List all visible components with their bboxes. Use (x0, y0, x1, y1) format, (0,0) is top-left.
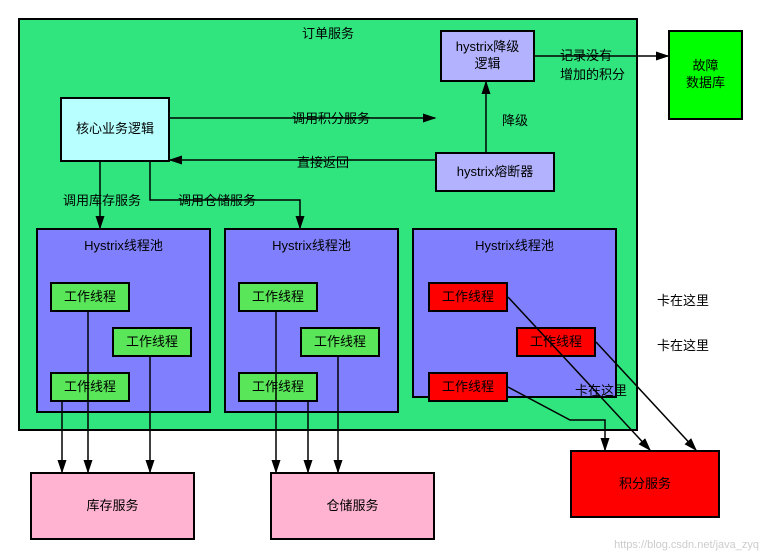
edge-label-stuck1: 卡在这里 (657, 290, 709, 309)
hystrixBreaker: hystrix熔断器 (435, 152, 555, 192)
p2t2-label: 工作线程 (314, 334, 366, 351)
hystrixBreaker-label: hystrix熔断器 (457, 164, 534, 181)
pool2-label: Hystrix线程池 (272, 238, 351, 255)
pointsSvc: 积分服务 (570, 450, 720, 518)
storageSvc-label: 仓储服务 (326, 498, 378, 515)
edge-label-fallback: 降级 (502, 110, 528, 129)
coreLogic-label: 核心业务逻辑 (76, 121, 154, 138)
p3t3-label: 工作线程 (442, 379, 494, 396)
edge-label-stuck3: 卡在这里 (575, 380, 627, 399)
container-title: 订单服务 (302, 26, 354, 43)
p3t2-label: 工作线程 (530, 334, 582, 351)
p2t2: 工作线程 (300, 327, 380, 357)
p3t3: 工作线程 (428, 372, 508, 402)
coreLogic: 核心业务逻辑 (60, 97, 170, 162)
edge-label-stuck2: 卡在这里 (657, 335, 709, 354)
faultDb: 故障 数据库 (668, 30, 743, 120)
p2t1: 工作线程 (238, 282, 318, 312)
p1t1-label: 工作线程 (64, 289, 116, 306)
edge-label-callPoints: 调用积分服务 (292, 108, 370, 127)
hystrixFallback-label: hystrix降级 逻辑 (456, 39, 520, 73)
p3t1-label: 工作线程 (442, 289, 494, 306)
p3t1: 工作线程 (428, 282, 508, 312)
p1t3-label: 工作线程 (64, 379, 116, 396)
p2t3-label: 工作线程 (252, 379, 304, 396)
pool1-label: Hystrix线程池 (84, 238, 163, 255)
edge-label-callStor: 调用仓储服务 (178, 190, 256, 209)
p1t2: 工作线程 (112, 327, 192, 357)
faultDb-label: 故障 数据库 (686, 58, 725, 92)
edge-label-callInv: 调用库存服务 (63, 190, 141, 209)
edge-label-directReturn: 直接返回 (297, 152, 349, 171)
p1t1: 工作线程 (50, 282, 130, 312)
p2t3: 工作线程 (238, 372, 318, 402)
p2t1-label: 工作线程 (252, 289, 304, 306)
watermark: https://blog.csdn.net/java_zyq (614, 539, 759, 551)
storageSvc: 仓储服务 (270, 472, 435, 540)
hystrixFallback: hystrix降级 逻辑 (440, 30, 535, 82)
inventorySvc-label: 库存服务 (86, 498, 138, 515)
inventorySvc: 库存服务 (30, 472, 195, 540)
edge-label-logPoints: 记录没有 增加的积分 (560, 45, 625, 83)
p3t2: 工作线程 (516, 327, 596, 357)
p1t3: 工作线程 (50, 372, 130, 402)
pointsSvc-label: 积分服务 (619, 476, 671, 493)
p1t2-label: 工作线程 (126, 334, 178, 351)
pool3-label: Hystrix线程池 (475, 238, 554, 255)
